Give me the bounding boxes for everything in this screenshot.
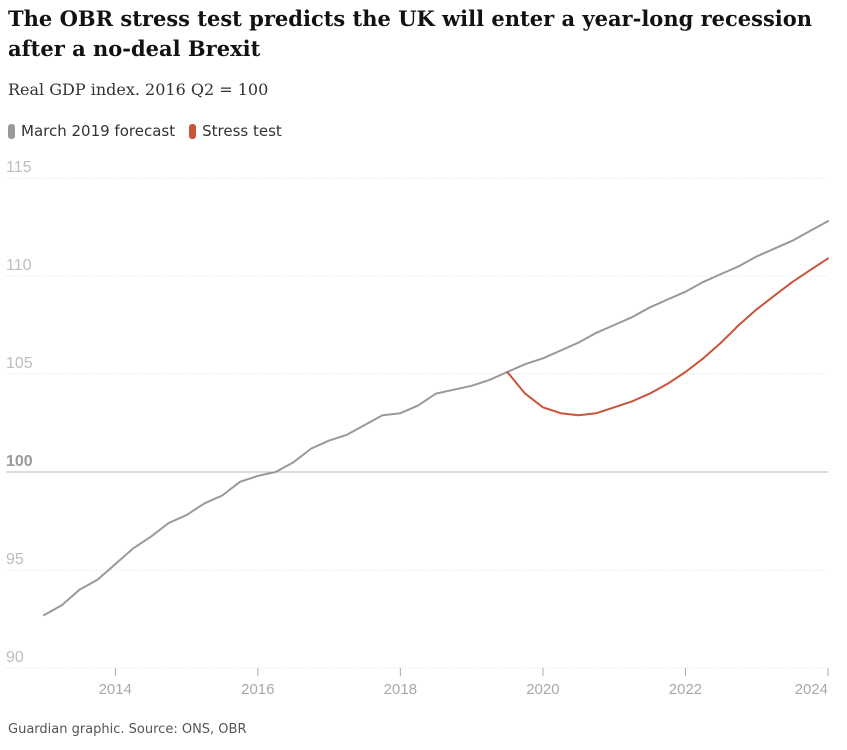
y-tick-label-90: 90: [6, 649, 24, 666]
legend-label-forecast: March 2019 forecast: [21, 122, 176, 140]
legend-swatch-stress-test: [189, 123, 197, 139]
x-tick-label-2018: 2018: [384, 681, 417, 698]
line-chart: 90 95 100 105 110 115 2014 2016 2018 2020 2022 202…: [6, 159, 829, 698]
series-line-stress-test: [506, 257, 829, 417]
legend-item-forecast: March 2019 forecast: [8, 122, 175, 140]
x-tick-label-2014: 2014: [99, 681, 132, 698]
y-tick-label-100: 100: [6, 453, 33, 470]
source-note: Guardian graphic. Source: ONS, OBR: [8, 722, 247, 737]
legend: March 2019 forecast Stress test: [8, 120, 296, 142]
series-lines: [43, 220, 829, 617]
series-line-march-2019-forecast: [43, 220, 829, 617]
x-tick-label-2024: 2024: [795, 681, 828, 698]
y-tick-label-115: 115: [6, 159, 32, 176]
x-axis-ticks: 2014 2016 2018 2020 2022 2024: [99, 668, 829, 698]
y-tick-label-110: 110: [6, 257, 32, 274]
y-axis-tick-labels: 90 95 100 105 110 115: [6, 159, 33, 666]
y-tick-label-95: 95: [6, 551, 24, 568]
legend-item-stress-test: Stress test: [189, 122, 282, 140]
gridlines: [6, 177, 828, 669]
chart-subtitle: Real GDP index. 2016 Q2 = 100: [8, 80, 269, 99]
x-tick-label-2020: 2020: [526, 681, 559, 698]
legend-label-stress-test: Stress test: [202, 122, 282, 140]
x-tick-label-2016: 2016: [241, 681, 274, 698]
chart-title: The OBR stress test predicts the UK will…: [8, 6, 813, 61]
legend-swatch-forecast: [8, 123, 15, 139]
x-tick-label-2022: 2022: [669, 681, 702, 698]
y-tick-label-105: 105: [6, 355, 33, 372]
